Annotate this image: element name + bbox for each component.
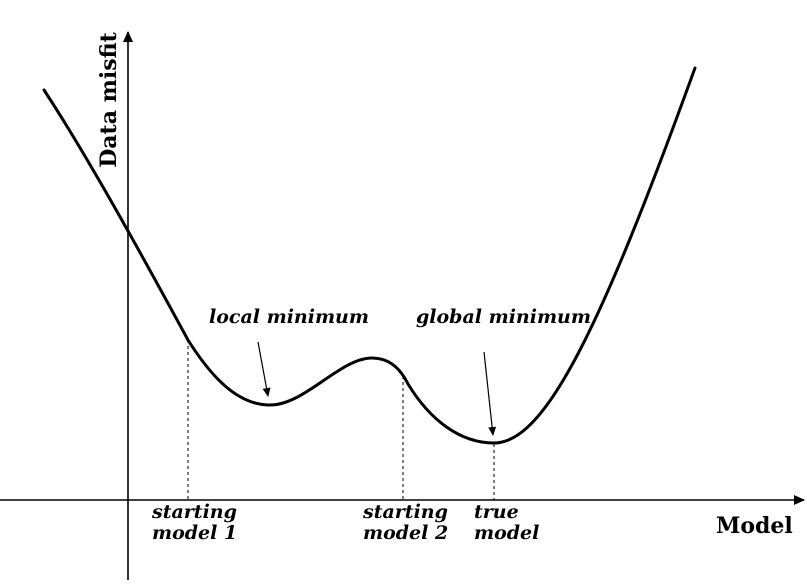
starting-model-1-label: starting model 1 xyxy=(151,501,244,544)
true-model-label: true model xyxy=(474,501,539,544)
misfit-curve xyxy=(42,66,697,445)
global-minimum-arrow xyxy=(483,351,497,436)
local-minimum-label: local minimum xyxy=(209,306,369,328)
true-model-line1: true xyxy=(474,501,519,523)
starting-model-2-line1: starting xyxy=(362,501,448,523)
global-minimum-label: global minimum xyxy=(416,306,591,328)
starting-model-1-line2: model 1 xyxy=(152,522,237,544)
starting-model-2-line2: model 2 xyxy=(363,522,448,544)
y-axis-label: Data misfit xyxy=(96,31,122,167)
true-model-line2: model xyxy=(474,522,539,544)
starting-model-2-label: starting model 2 xyxy=(362,501,455,544)
local-minimum-arrow xyxy=(257,341,271,397)
starting-model-1-line1: starting xyxy=(151,501,237,523)
x-axis-label: Model xyxy=(716,513,793,539)
